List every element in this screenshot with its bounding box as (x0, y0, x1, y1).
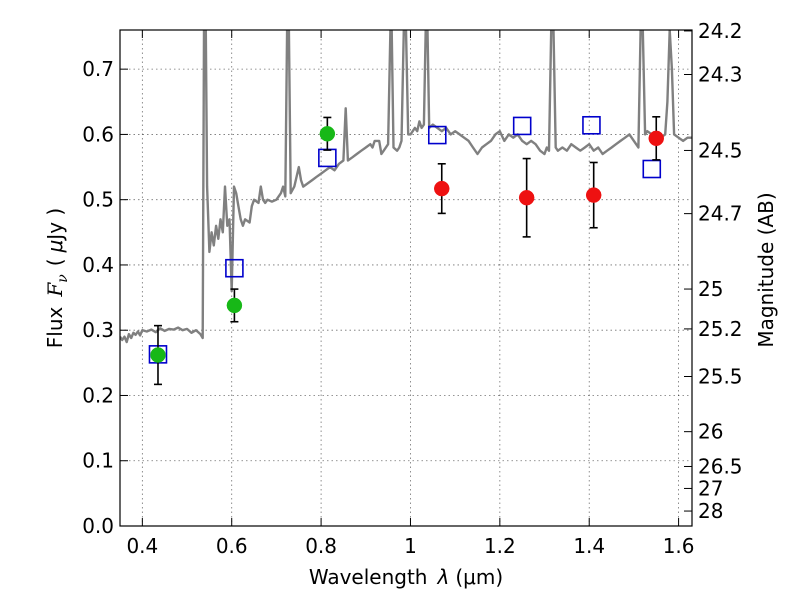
model-band-square (225, 258, 244, 278)
observed-point (585, 187, 602, 203)
y2-tick-label: 26 (698, 420, 723, 444)
y-tick-label: 0.4 (82, 253, 114, 277)
x-tick-label: 1.4 (573, 534, 605, 558)
y2-tick-label: 28 (698, 499, 723, 523)
y2-tick-label: 24.7 (698, 202, 743, 226)
y2-tick-label: 26.5 (698, 454, 743, 478)
x-tick-label: 1 (404, 534, 417, 558)
y2-tick-label: 25.2 (698, 317, 743, 341)
model-spectrum-layer (120, 30, 692, 344)
x-tick-label: 1.2 (484, 534, 516, 558)
model-band-square (582, 115, 601, 135)
observed-point (434, 180, 450, 197)
data-points-layer (148, 115, 664, 386)
y2-tick-label: 25.5 (698, 364, 743, 388)
y2-tick-label: 24.3 (698, 62, 743, 86)
model-band-square (642, 159, 662, 179)
y2-tick-label: 25 (698, 277, 723, 301)
model-band-square (427, 125, 447, 145)
observed-point (518, 189, 535, 206)
y-tick-label: 0.7 (82, 57, 114, 81)
y-tick-label: 0.6 (82, 122, 114, 146)
axis-ticks: 0.4 0.6 0.8 1 1.2 1.4 1.6 0.0 0.1 0.2 0.3 0.4 0.5 0.6… (82, 19, 742, 558)
y2-tick-label: 27 (698, 476, 723, 500)
observed-point (150, 347, 166, 363)
model-band-square (512, 116, 532, 136)
plot-frame (119, 29, 693, 527)
model-spectrum-line (120, 30, 692, 344)
y2-tick-label: 24.5 (698, 138, 743, 162)
observed-point (226, 297, 243, 314)
x-tick-label: 1.6 (663, 534, 695, 558)
y-tick-label: 0.0 (82, 514, 114, 538)
x-tick-label: 0.8 (305, 534, 337, 558)
x-axis-title: Wavelength λ (μm) (309, 565, 503, 589)
y-tick-label: 0.1 (82, 449, 114, 473)
x-tick-label: 0.4 (126, 534, 158, 558)
y-tick-label: 0.5 (82, 188, 114, 212)
y-tick-label: 0.2 (82, 383, 114, 407)
y-tick-label: 0.3 (82, 318, 114, 342)
y-axis-title: FluxFν(μJy ) (43, 208, 71, 348)
y2-tick-label: 24.2 (698, 19, 743, 43)
observed-point (319, 126, 336, 142)
x-tick-label: 0.6 (216, 534, 248, 558)
observed-point (648, 130, 664, 147)
y2-axis-title: Magnitude (AB) (754, 192, 778, 347)
